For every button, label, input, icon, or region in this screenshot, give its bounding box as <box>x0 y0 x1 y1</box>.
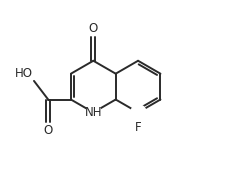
Text: F: F <box>135 121 141 134</box>
Text: HO: HO <box>15 67 33 80</box>
Text: O: O <box>44 124 53 137</box>
Text: O: O <box>89 22 98 35</box>
Text: NH: NH <box>85 106 102 119</box>
